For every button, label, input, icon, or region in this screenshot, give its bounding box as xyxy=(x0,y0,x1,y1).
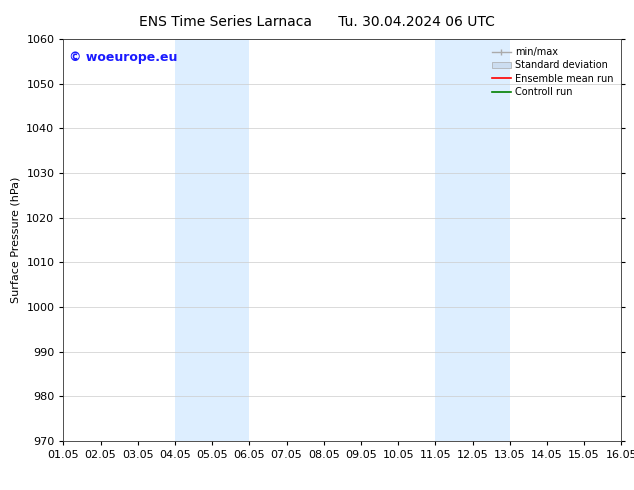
Text: © woeurope.eu: © woeurope.eu xyxy=(69,51,178,64)
Y-axis label: Surface Pressure (hPa): Surface Pressure (hPa) xyxy=(11,177,21,303)
Legend: min/max, Standard deviation, Ensemble mean run, Controll run: min/max, Standard deviation, Ensemble me… xyxy=(489,44,616,100)
Bar xyxy=(175,39,249,441)
Text: ENS Time Series Larnaca      Tu. 30.04.2024 06 UTC: ENS Time Series Larnaca Tu. 30.04.2024 0… xyxy=(139,15,495,29)
Bar xyxy=(436,39,510,441)
